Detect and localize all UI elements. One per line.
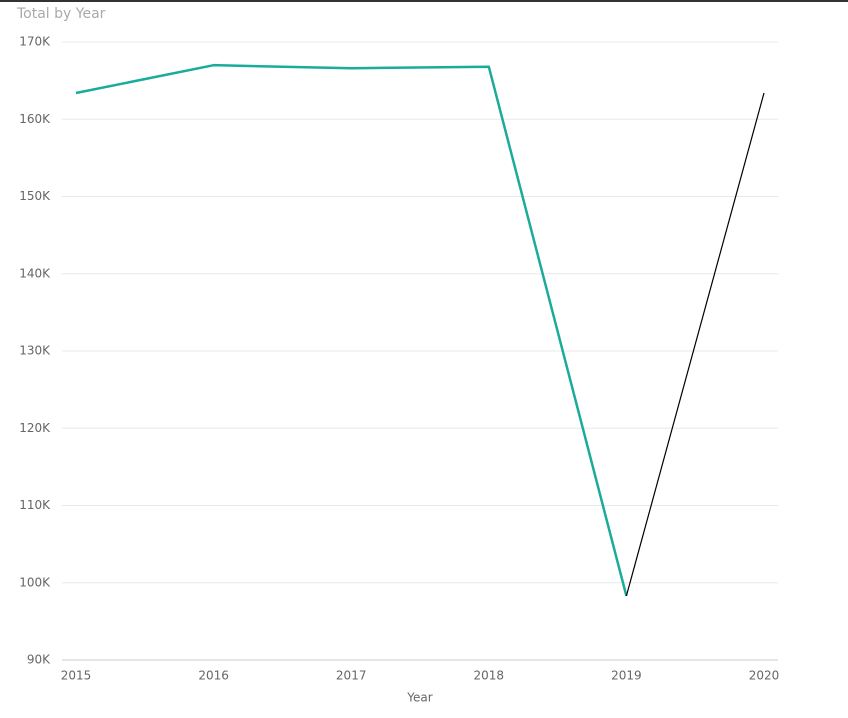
- x-tick-label: 2019: [611, 669, 642, 683]
- chart-title: Total by Year: [16, 6, 106, 22]
- x-axis-label: Year: [406, 691, 432, 705]
- y-tick-label: 90K: [27, 653, 51, 667]
- x-tick-label: 2016: [198, 669, 229, 683]
- x-tick-label: 2020: [749, 669, 780, 683]
- y-tick-label: 150K: [19, 189, 51, 203]
- line-series: [75, 63, 628, 597]
- y-tick-label: 120K: [19, 421, 51, 435]
- x-tick-label: 2017: [336, 669, 367, 683]
- top-border: [0, 0, 848, 2]
- y-tick-label: 100K: [19, 575, 51, 589]
- y-tick-label: 160K: [19, 112, 51, 126]
- line-series: [625, 92, 765, 597]
- x-tick-label: 2015: [61, 669, 92, 683]
- y-tick-label: 170K: [19, 35, 51, 49]
- y-tick-label: 140K: [19, 266, 51, 280]
- y-tick-label: 130K: [19, 344, 51, 358]
- x-tick-label: 2018: [474, 669, 505, 683]
- y-tick-label: 110K: [19, 498, 51, 512]
